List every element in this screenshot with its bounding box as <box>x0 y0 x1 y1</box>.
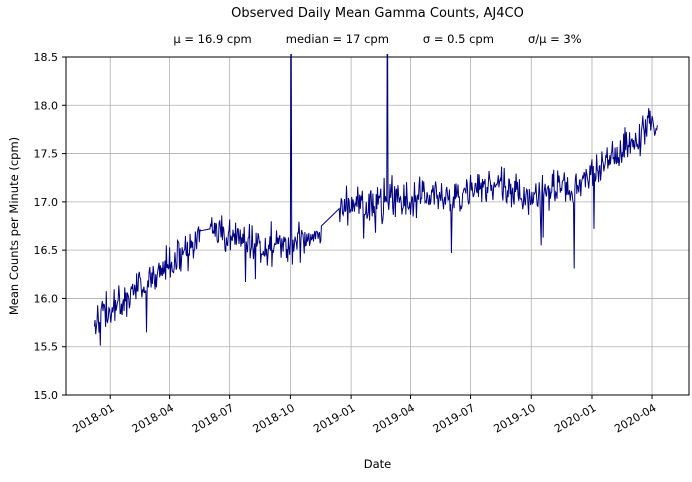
svg-text:15.5: 15.5 <box>34 341 59 354</box>
x-axis-label: Date <box>363 457 392 471</box>
svg-text:2020-04: 2020-04 <box>612 401 658 435</box>
svg-text:2019-01: 2019-01 <box>311 401 357 435</box>
svg-text:16.5: 16.5 <box>34 244 59 257</box>
svg-text:2019-04: 2019-04 <box>371 401 417 435</box>
svg-text:2018-01: 2018-01 <box>70 401 116 435</box>
stat-sigma-over-mu: σ/μ = 3% <box>527 32 582 46</box>
svg-text:17.0: 17.0 <box>34 196 59 209</box>
chart-stats-line: μ = 16.9 cpm median = 17 cpm σ = 0.5 cpm… <box>66 32 689 46</box>
svg-text:15.0: 15.0 <box>34 389 59 402</box>
y-axis-label: Mean Counts per Minute (cpm) <box>7 136 21 316</box>
stat-mean: μ = 16.9 cpm <box>173 32 252 46</box>
svg-text:18.0: 18.0 <box>34 99 59 112</box>
svg-text:2020-01: 2020-01 <box>552 401 598 435</box>
svg-text:2018-10: 2018-10 <box>251 401 297 435</box>
svg-text:18.5: 18.5 <box>34 51 59 64</box>
svg-text:2019-10: 2019-10 <box>491 401 537 435</box>
svg-text:2019-07: 2019-07 <box>431 401 477 435</box>
stat-median: median = 17 cpm <box>285 32 389 46</box>
chart-title: Observed Daily Mean Gamma Counts, AJ4CO <box>231 6 524 21</box>
svg-text:16.0: 16.0 <box>34 292 59 305</box>
svg-text:2018-07: 2018-07 <box>190 401 236 435</box>
svg-text:2018-04: 2018-04 <box>130 401 176 435</box>
stat-sigma: σ = 0.5 cpm <box>422 32 494 46</box>
svg-text:17.5: 17.5 <box>34 148 59 161</box>
